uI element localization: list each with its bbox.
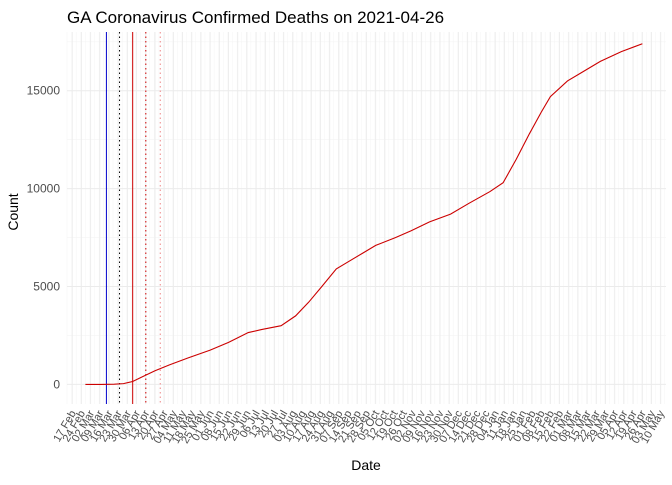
y-tick-label: 0 (53, 377, 60, 391)
y-axis-ticks: 0 5000 10000 15000 (27, 84, 61, 392)
grid (66, 32, 666, 404)
y-tick-label: 15000 (27, 84, 61, 98)
reference-lines (105, 32, 161, 404)
series-line (85, 43, 643, 385)
series-layer (85, 43, 643, 385)
y-axis-title: Count (5, 193, 21, 230)
y-tick-label: 10000 (27, 182, 61, 196)
x-axis-title: Date (351, 457, 381, 473)
chart-title: GA Coronavirus Confirmed Deaths on 2021-… (67, 8, 444, 27)
y-tick-label: 5000 (33, 280, 60, 294)
